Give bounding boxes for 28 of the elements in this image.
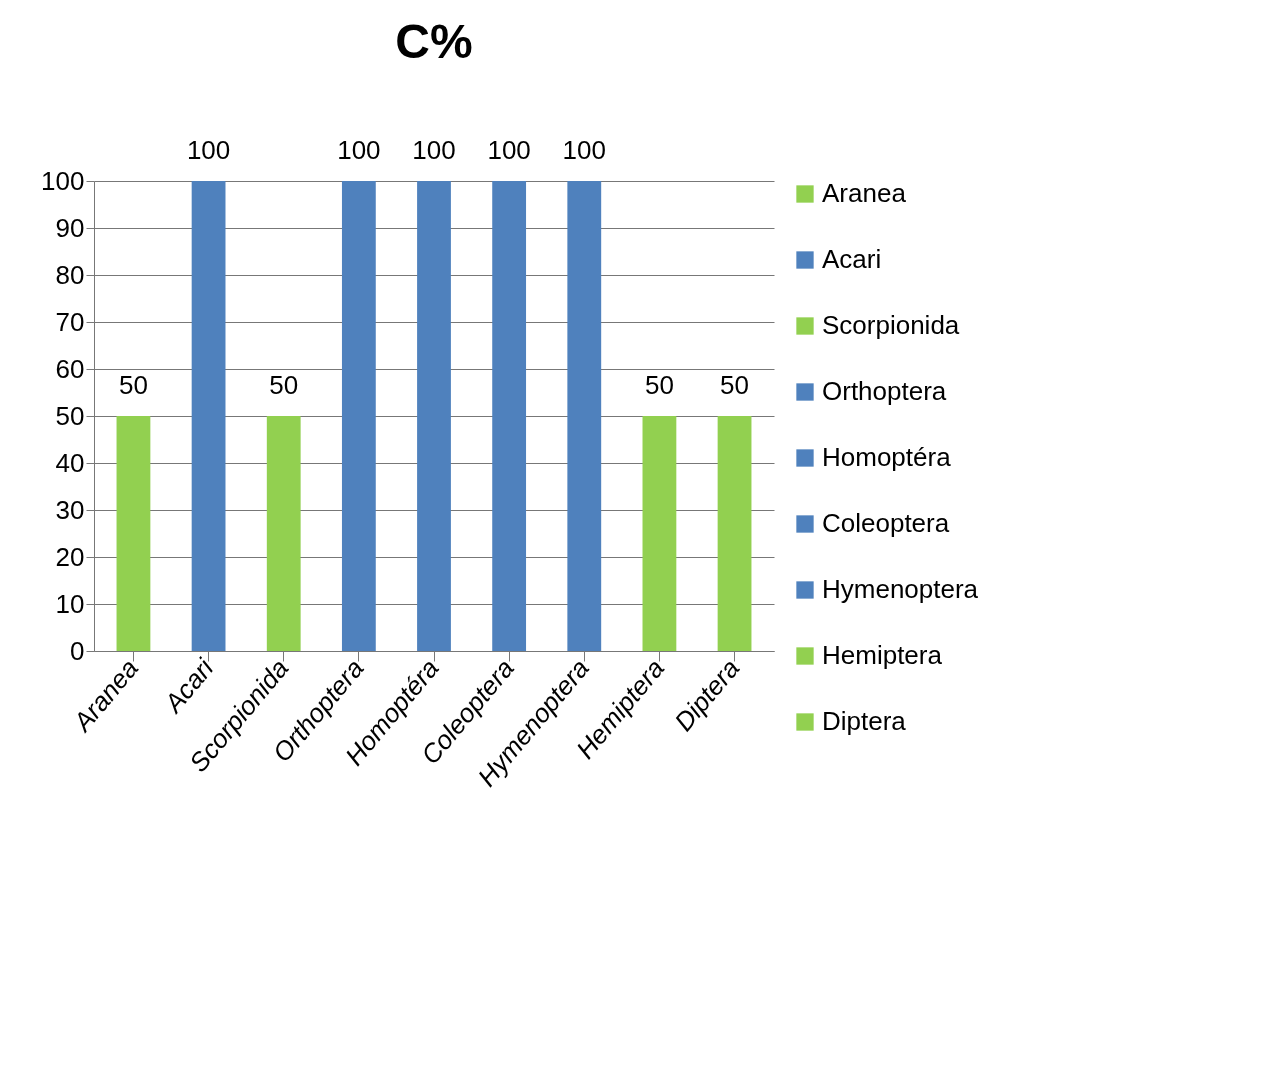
data-label: 100	[412, 135, 456, 165]
legend-label: Acari	[822, 244, 882, 274]
legend-label: Homoptéra	[822, 442, 952, 472]
y-tick-label: 90	[55, 212, 85, 243]
y-tick-label: 70	[55, 306, 85, 337]
y-tick-label: 20	[55, 541, 85, 572]
data-label: 100	[487, 135, 531, 165]
chart-title: C%	[395, 15, 473, 68]
y-tick-label: 80	[55, 259, 85, 290]
legend-label: Coleoptera	[822, 508, 950, 538]
y-tick-label: 30	[55, 494, 85, 525]
data-label: 100	[562, 135, 606, 165]
y-tick-label: 10	[55, 588, 85, 619]
y-tick-label: 40	[55, 447, 85, 478]
legend-label: Scorpionida	[822, 310, 960, 340]
legend-label: Hymenoptera	[822, 574, 979, 604]
data-label: 100	[186, 135, 231, 165]
y-tick-label: 0	[70, 635, 85, 666]
legend-label: Aranea	[822, 178, 907, 208]
y-tick-label: 100	[41, 165, 85, 196]
data-label: 50	[644, 370, 674, 400]
data-label: 50	[269, 370, 299, 400]
y-tick-label: 60	[55, 353, 85, 384]
legend-label: Orthoptera	[822, 376, 947, 406]
data-label: 50	[118, 370, 148, 400]
data-label: 50	[720, 370, 750, 400]
data-label: 100	[337, 135, 381, 165]
y-tick-label: 50	[55, 400, 85, 431]
